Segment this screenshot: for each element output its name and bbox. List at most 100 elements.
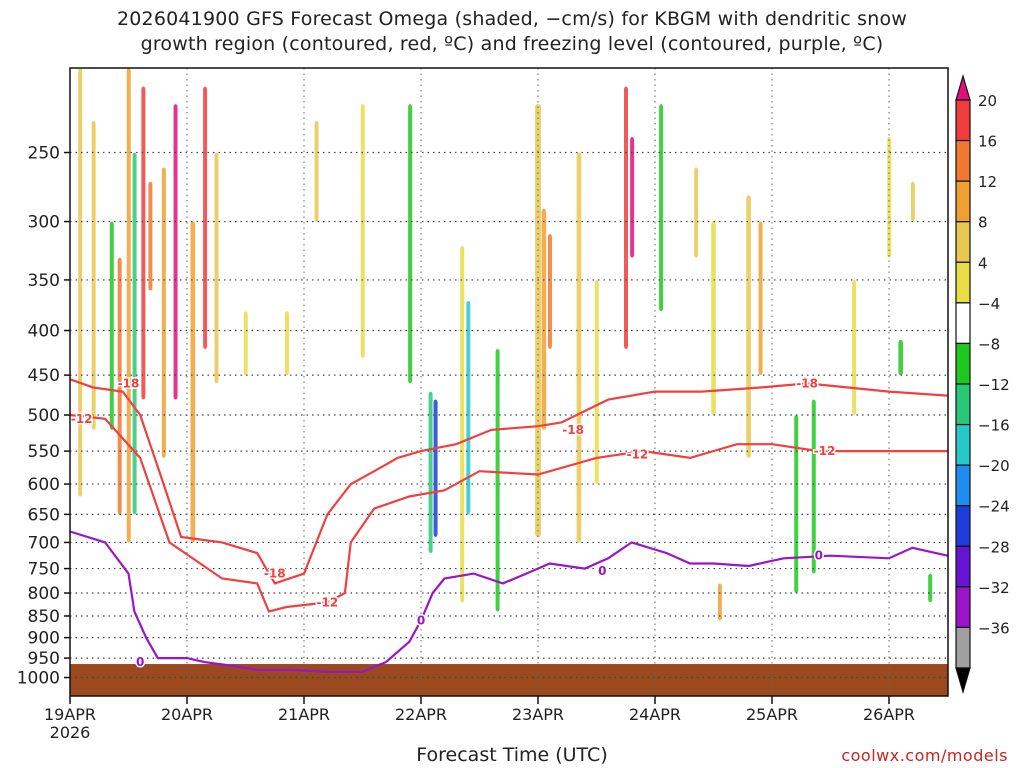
plot-frame — [69, 67, 949, 697]
colorbar-label-0: 20 — [978, 92, 997, 110]
colorbar-box-12 — [955, 586, 971, 629]
omega-shade-24 — [541, 208, 547, 430]
y-tick-label-14: 950 — [28, 649, 60, 669]
terrain-band — [70, 664, 948, 696]
omega-shade-7 — [148, 181, 153, 291]
contour-label-0-0: -18 — [118, 376, 140, 390]
y-tick-label-15: 1000 — [17, 669, 60, 689]
colorbar-box-5 — [955, 302, 971, 345]
omega-shade-26 — [576, 152, 582, 543]
y-tick-label-1: 300 — [28, 213, 60, 233]
omega-shade-9 — [173, 104, 178, 400]
omega-shade-23 — [535, 104, 541, 537]
x-tick-label-0: 19APR — [44, 705, 96, 724]
x-tick-sublabel: 2026 — [50, 723, 91, 742]
omega-shade-21 — [466, 300, 471, 515]
omega-shade-42 — [717, 583, 722, 621]
colorbar-box-0 — [955, 99, 971, 142]
colorbar-label-9: −20 — [978, 457, 1010, 475]
y-tick-label-9: 700 — [28, 533, 60, 553]
omega-shade-35 — [811, 399, 816, 574]
omega-shade-31 — [694, 167, 699, 258]
omega-shade-16 — [360, 104, 365, 358]
y-tick-label-10: 750 — [28, 560, 60, 580]
x-tick-label-5: 24APR — [629, 705, 681, 724]
omega-shade-18 — [428, 391, 433, 554]
colorbar-label-13: −36 — [978, 619, 1010, 637]
colorbar-box-1 — [955, 139, 971, 182]
y-tick-label-11: 800 — [28, 584, 60, 604]
omega-shade-6 — [141, 86, 146, 400]
colorbar-arrow-bottom — [955, 667, 971, 695]
omega-shade-17 — [408, 104, 413, 384]
omega-shade-38 — [910, 181, 915, 222]
colorbar-label-8: −16 — [978, 417, 1010, 435]
omega-shade-33 — [746, 195, 751, 458]
omega-shade-27 — [594, 279, 599, 485]
omega-shade-20 — [460, 245, 465, 603]
omega-shade-0 — [78, 68, 83, 497]
omega-shade-37 — [852, 279, 857, 416]
omega-shade-12 — [214, 152, 219, 384]
y-tick-label-5: 500 — [28, 406, 60, 426]
colorbar-box-4 — [955, 261, 971, 304]
omega-shade-10 — [190, 221, 196, 543]
credit-text: coolwx.com/models — [841, 746, 1008, 765]
omega-shade-3 — [117, 257, 122, 515]
omega-shade-15 — [314, 120, 319, 222]
colorbar-box-7 — [955, 383, 971, 426]
colorbar-box-9 — [955, 464, 971, 507]
contour-label-2-3: 0 — [815, 549, 823, 563]
omega-shade-1 — [91, 120, 96, 430]
colorbar-label-6: −8 — [978, 335, 1000, 353]
omega-shade-13 — [243, 311, 248, 376]
omega-shade-5 — [132, 152, 137, 515]
omega-shade-40 — [898, 339, 904, 376]
omega-shade-4 — [126, 68, 131, 543]
x-tick-label-6: 25APR — [746, 705, 798, 724]
omega-shade-2 — [109, 221, 114, 430]
x-axis-label: Forecast Time (UTC) — [416, 744, 608, 766]
y-tick-label-6: 550 — [28, 442, 60, 462]
y-tick-label-8: 650 — [28, 505, 60, 525]
y-tick-label-4: 450 — [28, 366, 60, 386]
omega-shade-8 — [161, 167, 166, 458]
colorbar-box-10 — [955, 505, 971, 547]
contour-label-2-1: 0 — [417, 613, 425, 627]
x-tick-label-7: 26APR — [863, 705, 915, 724]
colorbar-label-4: 4 — [978, 254, 988, 272]
omega-shade-29 — [630, 137, 635, 258]
omega-shade-19 — [433, 399, 438, 537]
omega-shade-36 — [794, 415, 799, 594]
colorbar-label-5: −4 — [978, 295, 1000, 313]
colorbar-box-3 — [955, 221, 971, 263]
colorbar-box-13 — [955, 626, 971, 669]
y-tick-label-7: 600 — [28, 475, 60, 495]
colorbar-box-11 — [955, 545, 971, 588]
colorbar-box-8 — [955, 423, 971, 466]
y-tick-label-12: 850 — [28, 607, 60, 627]
colorbar-label-10: −24 — [978, 498, 1010, 516]
colorbar-label-12: −32 — [978, 579, 1010, 597]
contour-label-2-2: 0 — [598, 564, 606, 578]
omega-shade-22 — [495, 348, 500, 612]
contour-label-1-3: -12 — [814, 444, 836, 458]
y-tick-label-2: 350 — [28, 271, 60, 291]
contour-label-1-1: -12 — [317, 595, 339, 609]
colorbar-label-11: −28 — [978, 538, 1010, 556]
contour-0 — [69, 530, 948, 673]
contour-label-2-0: 0 — [136, 655, 144, 669]
omega-shade-34 — [758, 221, 763, 376]
colorbar-arrow-top — [955, 73, 971, 101]
colorbar-box-6 — [955, 342, 971, 385]
x-tick-label-2: 21APR — [278, 705, 330, 724]
omega-shade-41 — [928, 573, 933, 603]
contour--12 — [69, 413, 948, 613]
colorbar-label-1: 16 — [978, 133, 997, 151]
colorbar-label-3: 8 — [978, 214, 988, 232]
y-tick-label-0: 250 — [28, 144, 60, 164]
y-tick-label-3: 400 — [28, 322, 60, 342]
contour-label-0-2: -18 — [562, 423, 584, 437]
omega-shade-11 — [203, 86, 208, 349]
